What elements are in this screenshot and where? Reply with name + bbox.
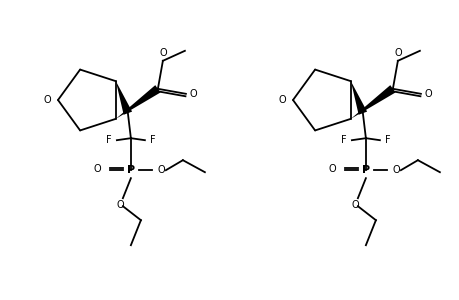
Text: P: P xyxy=(361,165,369,175)
Text: O: O xyxy=(43,95,51,105)
Text: O: O xyxy=(350,200,358,210)
Text: F: F xyxy=(106,135,112,145)
Text: F: F xyxy=(150,135,155,145)
Text: O: O xyxy=(393,48,401,58)
Polygon shape xyxy=(350,85,395,119)
Polygon shape xyxy=(116,81,132,115)
Text: F: F xyxy=(340,135,346,145)
Text: O: O xyxy=(93,164,101,174)
Polygon shape xyxy=(350,81,366,115)
Text: F: F xyxy=(384,135,390,145)
Text: O: O xyxy=(391,165,399,175)
Text: O: O xyxy=(278,95,285,105)
Text: O: O xyxy=(116,200,123,210)
Text: P: P xyxy=(127,165,134,175)
Text: O: O xyxy=(159,48,166,58)
Text: O: O xyxy=(157,165,164,175)
Text: O: O xyxy=(328,164,335,174)
Text: O: O xyxy=(190,89,197,99)
Polygon shape xyxy=(116,85,160,119)
Text: O: O xyxy=(424,89,431,99)
